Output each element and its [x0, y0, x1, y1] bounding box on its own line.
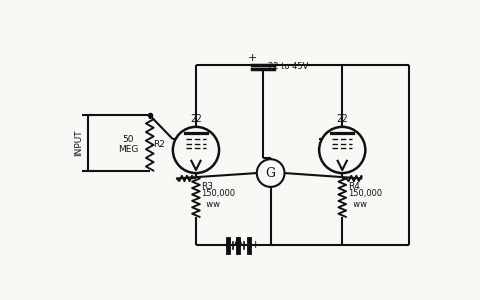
Text: 22 to 45V: 22 to 45V: [267, 62, 308, 71]
Circle shape: [257, 159, 285, 187]
Text: 22: 22: [190, 114, 202, 124]
Text: 22: 22: [336, 114, 348, 124]
Text: G: G: [265, 167, 276, 180]
Text: R2: R2: [154, 140, 166, 149]
Text: R3: R3: [201, 182, 213, 190]
Text: +: +: [248, 53, 257, 63]
Text: R4: R4: [348, 182, 360, 190]
Text: 150,000
  ww: 150,000 ww: [201, 189, 236, 208]
Text: +: +: [251, 240, 260, 250]
Circle shape: [173, 127, 219, 173]
Circle shape: [319, 127, 365, 173]
Text: 50
MEG: 50 MEG: [118, 135, 138, 154]
Text: 150,000
  ww: 150,000 ww: [348, 189, 382, 208]
Text: INPUT: INPUT: [74, 130, 84, 156]
Text: -: -: [219, 238, 224, 251]
